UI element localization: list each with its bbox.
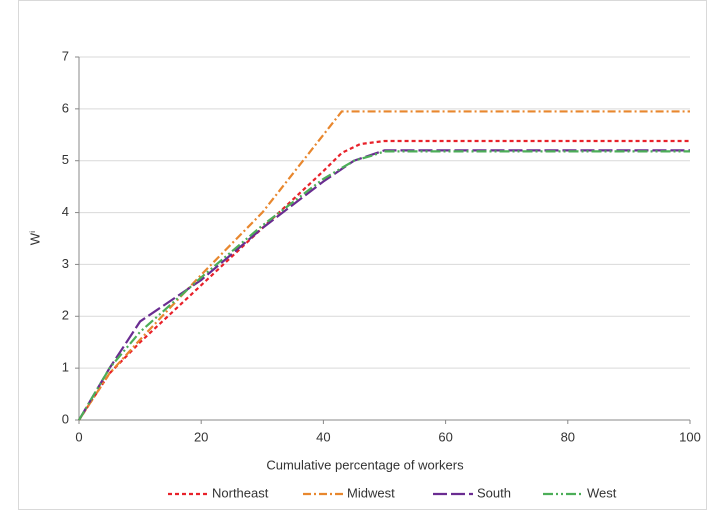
x-tick-label: 0 bbox=[75, 429, 82, 444]
legend-label: South bbox=[477, 485, 511, 500]
legend-label: Northeast bbox=[212, 485, 269, 500]
y-tick-label: 1 bbox=[62, 360, 69, 375]
x-axis-label: Cumulative percentage of workers bbox=[266, 457, 464, 472]
x-tick-label: 100 bbox=[679, 429, 701, 444]
x-tick-label: 20 bbox=[194, 429, 208, 444]
line-series bbox=[78, 110, 690, 421]
y-tick-label: 6 bbox=[62, 100, 69, 115]
legend-label: West bbox=[587, 485, 617, 500]
x-tick-label: 60 bbox=[438, 429, 452, 444]
line-series bbox=[78, 149, 690, 421]
x-tick-label: 40 bbox=[316, 429, 330, 444]
y-tick-label: 4 bbox=[62, 204, 69, 219]
y-tick-label: 3 bbox=[62, 256, 69, 271]
x-tick-label: 80 bbox=[561, 429, 575, 444]
legend-label: Midwest bbox=[347, 485, 395, 500]
y-tick-label: 7 bbox=[62, 48, 69, 63]
y-tick-label: 5 bbox=[62, 152, 69, 167]
line-series bbox=[78, 150, 690, 421]
y-tick-label: 0 bbox=[62, 411, 69, 426]
y-axis-label: Wⁱ bbox=[27, 231, 42, 246]
chart-frame bbox=[18, 0, 707, 510]
line-series bbox=[78, 139, 690, 421]
y-tick-label: 2 bbox=[62, 308, 69, 323]
